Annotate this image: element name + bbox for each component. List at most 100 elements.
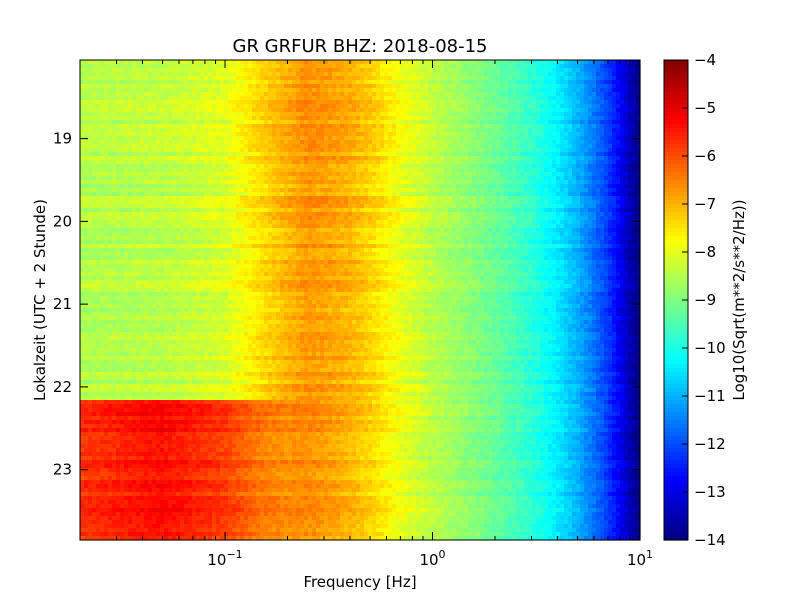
heatmap-cell	[484, 108, 489, 113]
heatmap-cell	[320, 192, 325, 197]
heatmap-cell	[180, 172, 185, 177]
heatmap-cell	[556, 120, 561, 125]
heatmap-cell	[104, 164, 109, 169]
heatmap-cell	[460, 128, 465, 133]
heatmap-cell	[332, 60, 337, 65]
heatmap-cell	[468, 124, 473, 129]
heatmap-cell	[112, 60, 117, 65]
heatmap-cell	[336, 84, 341, 89]
heatmap-cell	[476, 72, 481, 77]
heatmap-cell	[100, 156, 105, 161]
heatmap-cell	[152, 168, 157, 173]
heatmap-cell	[324, 124, 329, 129]
heatmap-cell	[468, 152, 473, 157]
heatmap-cell	[572, 112, 577, 117]
heatmap-cell	[536, 80, 541, 85]
heatmap-cell	[528, 124, 533, 129]
heatmap-cell	[416, 112, 421, 117]
heatmap-cell	[172, 116, 177, 121]
heatmap-cell	[620, 172, 625, 177]
heatmap-cell	[392, 92, 397, 97]
heatmap-cell	[616, 100, 621, 105]
heatmap-cell	[136, 60, 141, 65]
heatmap-cell	[232, 80, 237, 85]
heatmap-cell	[552, 104, 557, 109]
heatmap-cell	[532, 168, 537, 173]
heatmap-cell	[208, 188, 213, 193]
heatmap-cell	[292, 144, 297, 149]
heatmap-cell	[248, 68, 253, 73]
heatmap-cell	[180, 156, 185, 161]
heatmap-cell	[488, 164, 493, 169]
heatmap-cell	[340, 192, 345, 197]
heatmap-cell	[376, 180, 381, 185]
heatmap-cell	[96, 84, 101, 89]
heatmap-cell	[364, 92, 369, 97]
heatmap-cell	[188, 156, 193, 161]
heatmap-cell	[572, 84, 577, 89]
heatmap-cell	[392, 72, 397, 77]
heatmap-cell	[312, 148, 317, 153]
heatmap-cell	[336, 200, 341, 205]
heatmap-cell	[288, 112, 293, 117]
heatmap-cell	[292, 124, 297, 129]
heatmap-cell	[376, 124, 381, 129]
heatmap-cell	[404, 84, 409, 89]
heatmap-cell	[420, 76, 425, 81]
heatmap-cell	[228, 60, 233, 65]
heatmap-cell	[448, 104, 453, 109]
heatmap-cell	[92, 136, 97, 141]
heatmap-cell	[416, 128, 421, 133]
heatmap-cell	[464, 108, 469, 113]
heatmap-cell	[472, 60, 477, 65]
heatmap-cell	[520, 168, 525, 173]
heatmap-cell	[296, 120, 301, 125]
heatmap-cell	[172, 68, 177, 73]
heatmap-cell	[540, 104, 545, 109]
heatmap-cell	[288, 68, 293, 73]
heatmap-cell	[188, 100, 193, 105]
heatmap-cell	[628, 140, 633, 145]
heatmap-cell	[408, 180, 413, 185]
heatmap-cell	[372, 124, 377, 129]
heatmap-cell	[504, 144, 509, 149]
heatmap-cell	[220, 60, 225, 65]
heatmap-cell	[116, 136, 121, 141]
heatmap-cell	[516, 60, 521, 65]
heatmap-cell	[548, 180, 553, 185]
heatmap-cell	[260, 180, 265, 185]
heatmap-cell	[264, 196, 269, 201]
heatmap-cell	[300, 68, 305, 73]
heatmap-cell	[600, 68, 605, 73]
heatmap-cell	[616, 132, 621, 137]
heatmap-cell	[136, 180, 141, 185]
heatmap-cell	[500, 72, 505, 77]
heatmap-cell	[588, 192, 593, 197]
heatmap-cell	[220, 196, 225, 201]
heatmap-cell	[272, 156, 277, 161]
heatmap-cell	[556, 152, 561, 157]
heatmap-cell	[212, 200, 217, 205]
heatmap-cell	[340, 168, 345, 173]
heatmap-cell	[448, 68, 453, 73]
heatmap-cell	[328, 136, 333, 141]
heatmap-cell	[556, 92, 561, 97]
heatmap-cell	[360, 100, 365, 105]
heatmap-cell	[116, 188, 121, 193]
heatmap-cell	[492, 144, 497, 149]
heatmap-cell	[212, 156, 217, 161]
heatmap-cell	[332, 104, 337, 109]
heatmap-cell	[460, 120, 465, 125]
heatmap-cell	[396, 104, 401, 109]
heatmap-cell	[460, 200, 465, 205]
heatmap-cell	[412, 152, 417, 157]
heatmap-cell	[632, 96, 637, 101]
heatmap-cell	[104, 172, 109, 177]
heatmap-cell	[124, 160, 129, 165]
heatmap-cell	[112, 76, 117, 81]
heatmap-cell	[340, 124, 345, 129]
heatmap-cell	[256, 184, 261, 189]
heatmap-cell	[532, 160, 537, 165]
heatmap-cell	[484, 80, 489, 85]
heatmap-cell	[388, 92, 393, 97]
